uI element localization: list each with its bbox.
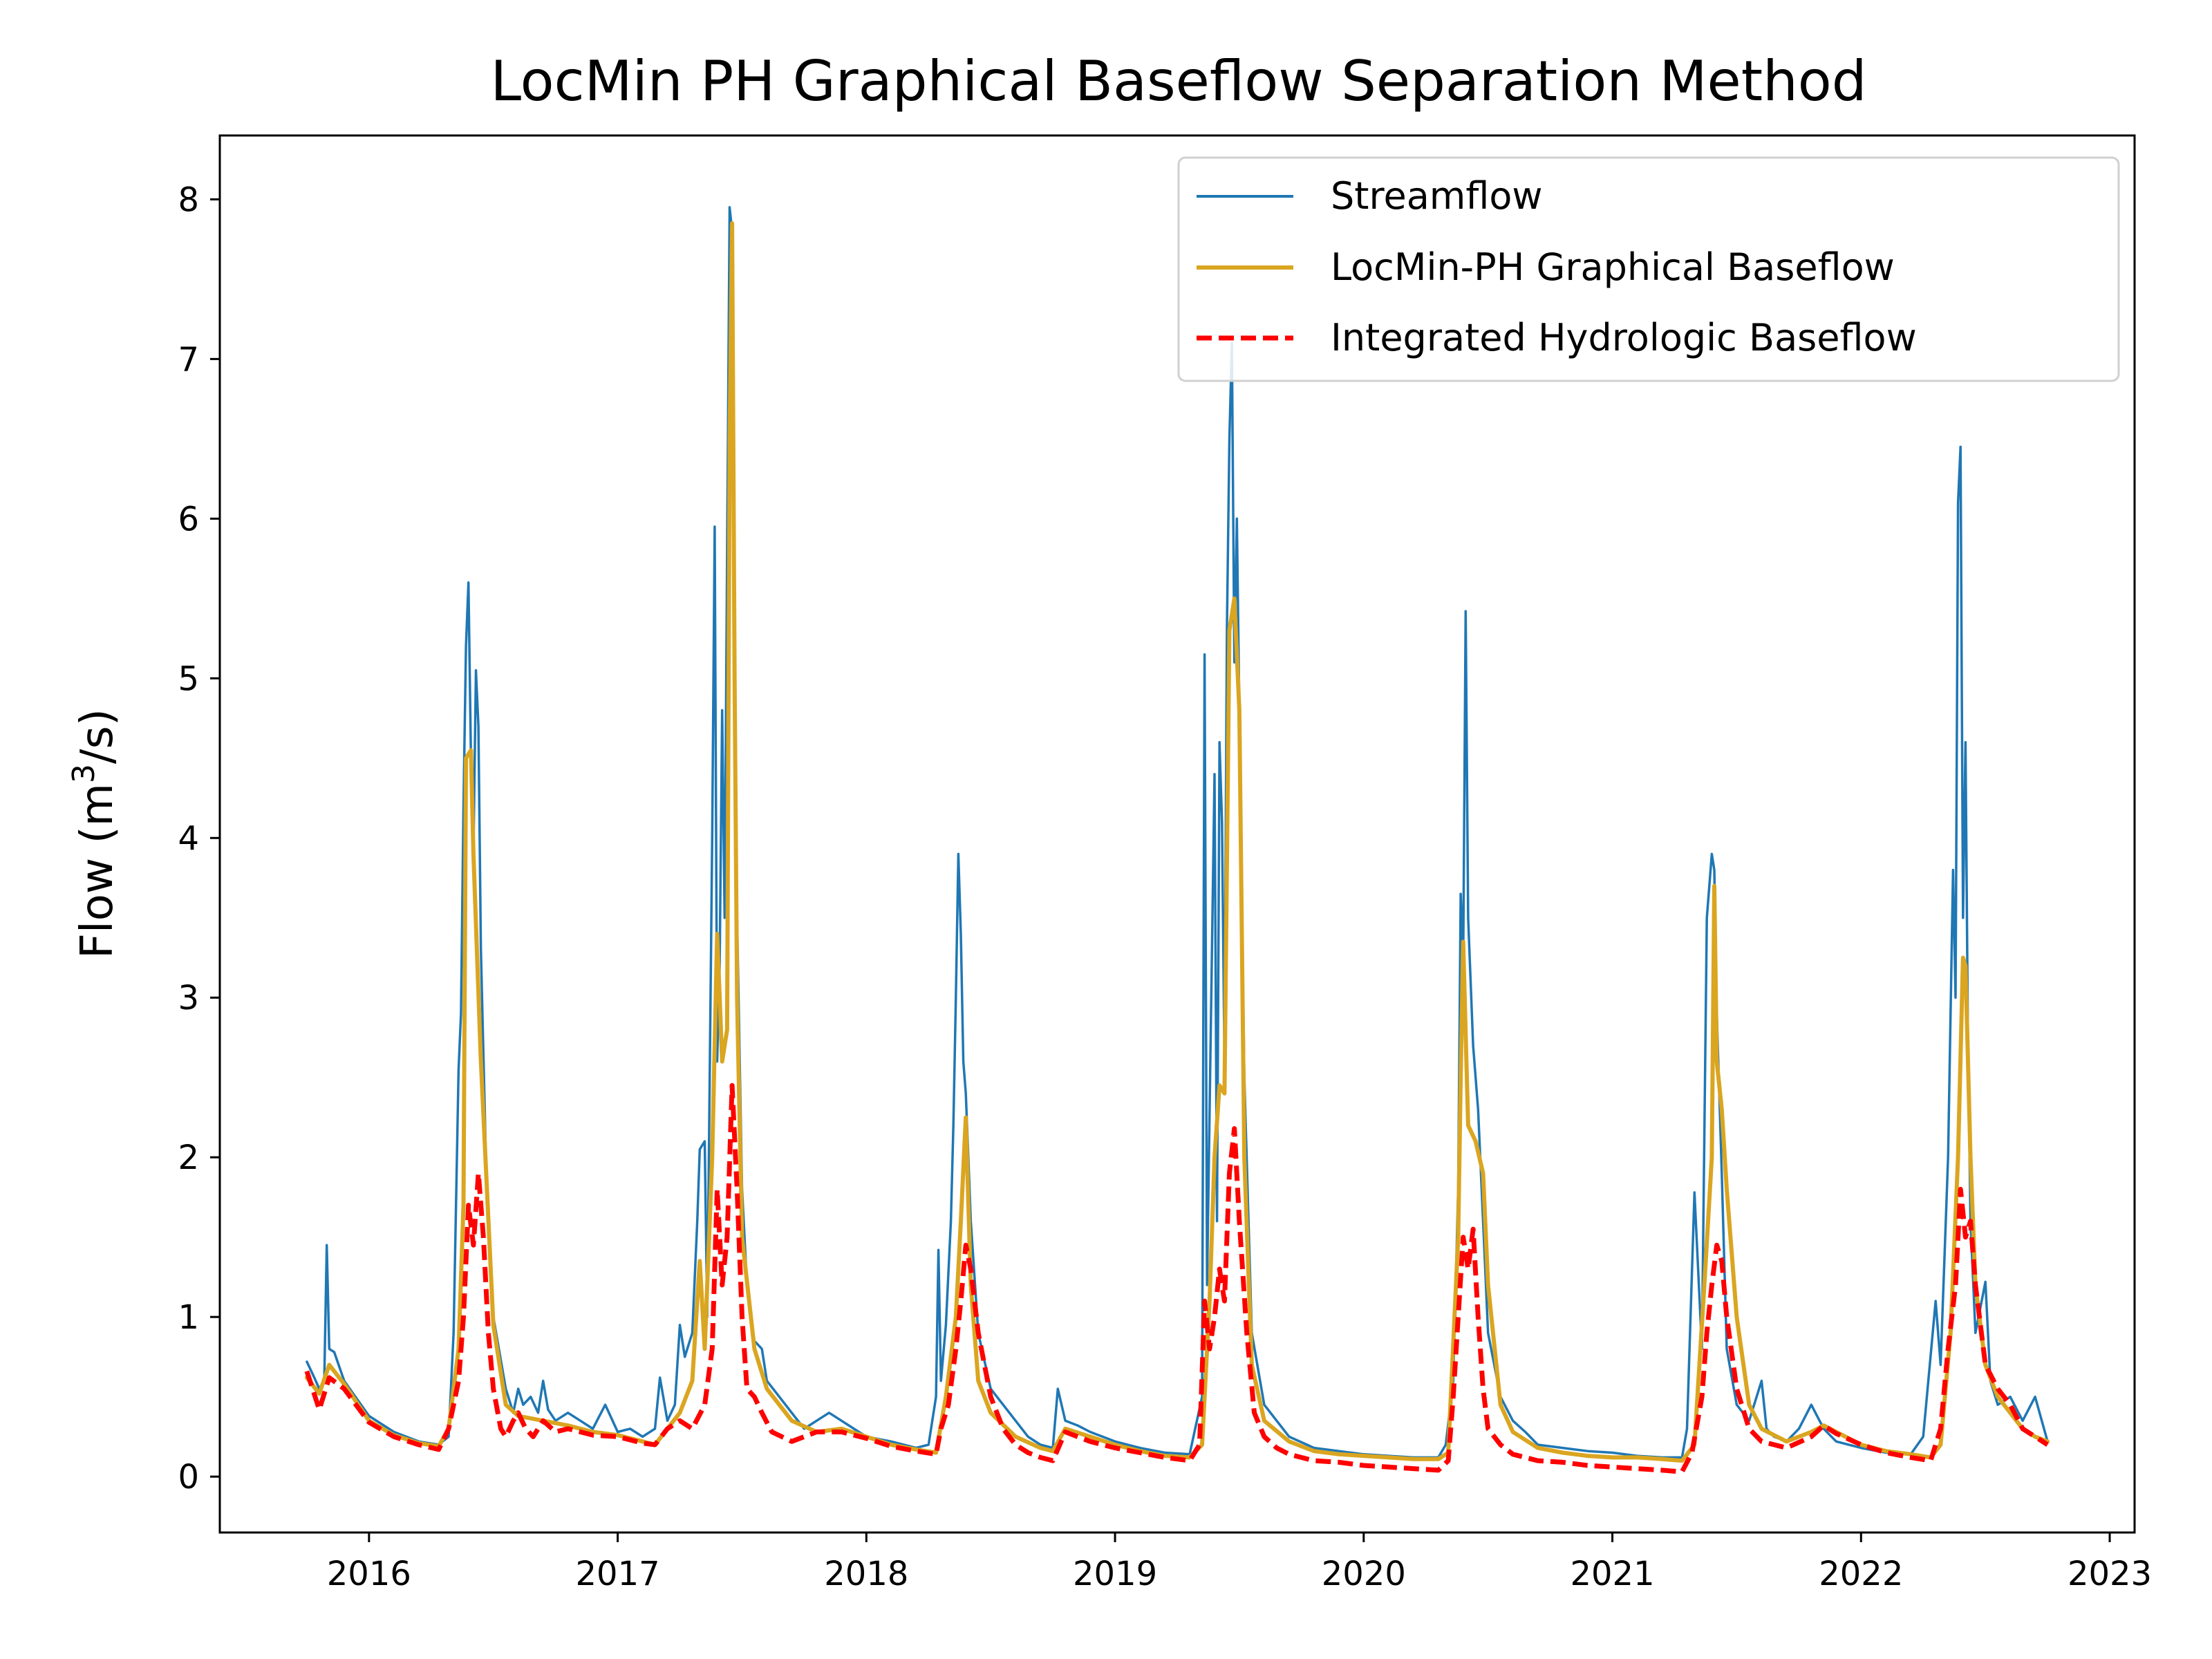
y-axis-label: Flow (m3/s): [66, 709, 123, 959]
plot-frame: [218, 134, 2136, 1534]
x-tick-label: 2016: [327, 1555, 411, 1593]
legend-box: [1177, 156, 2120, 382]
y-tick-label: 4: [178, 819, 199, 858]
y-tick-label: 1: [178, 1298, 199, 1337]
x-tick-label: 2017: [576, 1555, 660, 1593]
y-axis-label-tail: /s): [72, 709, 123, 764]
y-axis-label-main: Flow (m: [72, 783, 123, 959]
x-tick-label: 2021: [1570, 1555, 1654, 1593]
x-tick-label: 2023: [2068, 1555, 2152, 1593]
y-tick-label: 8: [178, 180, 199, 219]
y-tick-label: 6: [178, 500, 199, 538]
x-tick-label: 2020: [1322, 1555, 1406, 1593]
legend: Streamflow LocMin-PH Graphical Baseflow …: [1177, 156, 2120, 382]
series-layer: [304, 206, 2050, 1474]
x-tick-label: 2019: [1073, 1555, 1157, 1593]
y-tick-label: 0: [178, 1458, 199, 1497]
series-line-integrated-hydrologic-baseflow: [304, 1082, 2049, 1474]
y-tick-label: 3: [178, 979, 199, 1018]
series-line-streamflow: [306, 206, 2049, 1459]
legend-label-locmin: LocMin-PH Graphical Baseflow: [1331, 245, 1895, 289]
y-tick-label: 5: [178, 659, 199, 698]
x-tick-label: 2022: [1819, 1555, 1903, 1593]
x-axis: 2016 2017 2018 2019 2020 2021 2022 2023: [327, 1533, 2152, 1593]
x-tick-label: 2018: [824, 1555, 908, 1593]
legend-label-streamflow: Streamflow: [1331, 174, 1543, 218]
y-tick-label: 2: [178, 1138, 199, 1177]
chart-title: LocMin PH Graphical Baseflow Separation …: [490, 49, 1866, 113]
y-axis-label-superscript: 3: [66, 764, 102, 783]
y-axis: 0 1 2 3 4 5 6 7 8: [178, 180, 220, 1497]
y-tick-label: 7: [178, 340, 199, 379]
legend-label-integrated: Integrated Hydrologic Baseflow: [1331, 316, 1917, 359]
